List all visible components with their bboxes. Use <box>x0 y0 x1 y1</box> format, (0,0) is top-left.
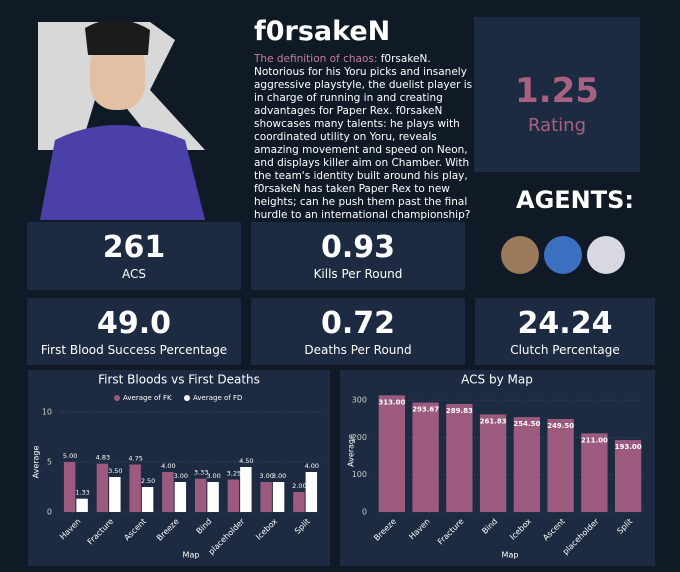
agent-icon <box>501 236 539 274</box>
y-tick-label: 0 <box>47 508 52 517</box>
value-label: 3.00 <box>174 472 188 480</box>
bar <box>479 414 507 512</box>
bar <box>109 477 121 512</box>
y-tick-label: 100 <box>352 470 367 479</box>
value-label: 3.00 <box>259 472 273 480</box>
stat-label: First Blood Success Percentage <box>40 343 228 357</box>
bar <box>141 487 154 512</box>
stat-label: Kills Per Round <box>313 267 403 281</box>
legend-marker <box>114 395 120 401</box>
y-tick-label: 200 <box>352 433 367 442</box>
bar <box>63 462 76 512</box>
stat-label: Deaths Per Round <box>304 343 412 357</box>
bar <box>293 492 305 512</box>
stat-card: 24.24 Clutch Percentage <box>475 298 655 365</box>
stat-value: 0.93 <box>320 230 396 265</box>
bar <box>207 482 219 512</box>
chart-title: First Bloods vs First Deaths <box>98 373 260 387</box>
bar <box>260 482 272 512</box>
bar <box>129 464 141 512</box>
value-label: 2.50 <box>141 477 155 485</box>
value-label: 254.50 <box>513 420 540 428</box>
y-tick-label: 10 <box>42 408 52 417</box>
bar <box>513 417 541 512</box>
value-label: 313.00 <box>378 398 405 406</box>
value-label: 3.33 <box>194 469 208 477</box>
bar <box>194 478 207 512</box>
y-axis-title: Average <box>32 446 41 479</box>
stat-label: Clutch Percentage <box>510 343 620 357</box>
value-label: 3.00 <box>272 472 286 480</box>
value-label: 5.00 <box>63 452 77 460</box>
value-label: 1.33 <box>75 489 89 497</box>
y-tick-label: 300 <box>352 396 367 405</box>
value-label: 3.00 <box>206 472 220 480</box>
bar <box>174 482 187 512</box>
player-hair <box>85 19 150 55</box>
bar <box>96 463 109 512</box>
stat-value: 261 <box>102 230 166 265</box>
value-label: 4.00 <box>305 462 319 470</box>
y-axis-title: Average <box>347 434 356 467</box>
y-tick-label: 0 <box>362 508 367 517</box>
bar <box>581 433 608 512</box>
rating-card: 1.25 Rating <box>474 17 640 172</box>
chart-title: ACS by Map <box>461 373 533 387</box>
bar <box>272 482 285 512</box>
stat-card: 0.72 Deaths Per Round <box>251 298 465 365</box>
stat-card: 49.0 First Blood Success Percentage <box>27 298 241 365</box>
value-label: 4.83 <box>96 454 110 462</box>
stat-label: ACS <box>122 267 146 281</box>
value-label: 193.00 <box>615 443 642 451</box>
value-label: 261.83 <box>480 417 507 425</box>
player-name: f0rsakeN <box>254 16 391 47</box>
rating-label: Rating <box>527 115 587 136</box>
value-label: 3.50 <box>108 467 122 475</box>
stat-card: 261 ACS <box>27 222 241 290</box>
description-text: f0rsakeN. Notorious for his Yoru picks a… <box>254 53 473 221</box>
stat-value: 49.0 <box>96 306 172 341</box>
legend-label: Average of FD <box>193 394 242 402</box>
value-label: 4.50 <box>239 457 253 465</box>
bar <box>378 395 406 512</box>
value-label: 2.00 <box>292 482 306 490</box>
chart-panel <box>28 370 330 566</box>
value-label: 289.83 <box>446 407 473 415</box>
player-face <box>90 40 145 110</box>
legend-label: Average of FK <box>123 394 172 402</box>
bar <box>162 472 174 512</box>
bar <box>547 419 574 512</box>
x-axis-title: Map <box>502 551 519 560</box>
stat-value: 0.72 <box>320 306 396 341</box>
player-jersey <box>40 125 205 220</box>
value-label: 4.75 <box>128 455 142 463</box>
bar <box>614 440 642 512</box>
bar <box>240 467 252 512</box>
bar <box>412 402 439 512</box>
y-tick-label: 5 <box>47 458 52 467</box>
legend-marker <box>184 395 190 401</box>
bar <box>76 498 88 512</box>
agents-title: AGENTS: <box>516 186 635 214</box>
value-label: 293.67 <box>412 406 439 414</box>
stat-card: 0.93 Kills Per Round <box>251 222 465 290</box>
bar <box>227 479 240 512</box>
value-label: 211.00 <box>581 436 608 444</box>
bar <box>446 403 473 512</box>
bar <box>305 472 318 512</box>
agent-icon <box>587 236 625 274</box>
value-label: 249.50 <box>547 422 574 430</box>
value-label: 3.25 <box>227 470 241 478</box>
description-lead: The definition of chaos: <box>254 53 378 65</box>
agent-icon <box>544 236 582 274</box>
x-axis-title: Map <box>183 551 200 560</box>
rating-value: 1.25 <box>515 71 599 111</box>
player-description: The definition of chaos: f0rsakeN. Notor… <box>254 53 476 222</box>
value-label: 4.00 <box>161 462 175 470</box>
stat-value: 24.24 <box>517 306 613 341</box>
